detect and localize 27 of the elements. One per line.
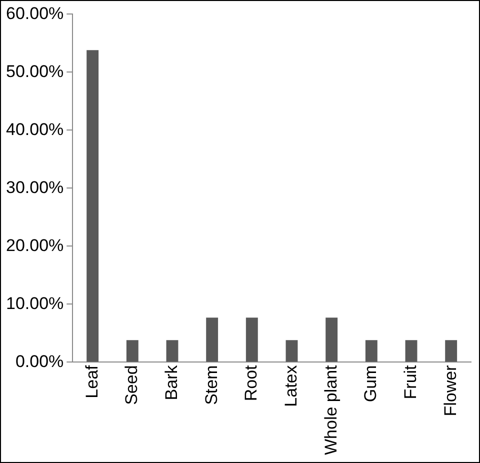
bar: [246, 318, 258, 362]
x-tick-label: Root: [242, 364, 261, 402]
bar: [405, 340, 418, 362]
x-tick-label: Latex: [281, 364, 300, 407]
bar: [126, 340, 138, 362]
x-tick-label: Fruit: [400, 364, 420, 400]
bar: [86, 50, 99, 362]
y-tick-label: 20.00%: [6, 236, 64, 255]
y-tick-label: 40.00%: [6, 120, 64, 139]
x-tick-label: Gum: [361, 365, 380, 402]
bar: [445, 340, 458, 362]
y-tick-label: 60.00%: [6, 4, 64, 23]
bar: [365, 340, 378, 362]
y-tick-label: 50.00%: [6, 62, 64, 81]
x-tick-label: Whole plant: [321, 364, 340, 456]
y-tick-label: 10.00%: [6, 294, 64, 313]
bar: [286, 340, 298, 362]
y-tick-label: 30.00%: [6, 178, 64, 197]
bar: [206, 318, 218, 362]
y-tick-label: 0.00%: [15, 352, 64, 371]
x-tick-label: Bark: [162, 364, 181, 400]
x-tick-label: Seed: [122, 365, 142, 405]
bar: [166, 340, 178, 362]
x-tick-label: Flower: [440, 364, 460, 416]
x-tick-label: Leaf: [82, 364, 102, 398]
bar: [326, 318, 338, 362]
x-tick-label: Stem: [202, 365, 221, 405]
